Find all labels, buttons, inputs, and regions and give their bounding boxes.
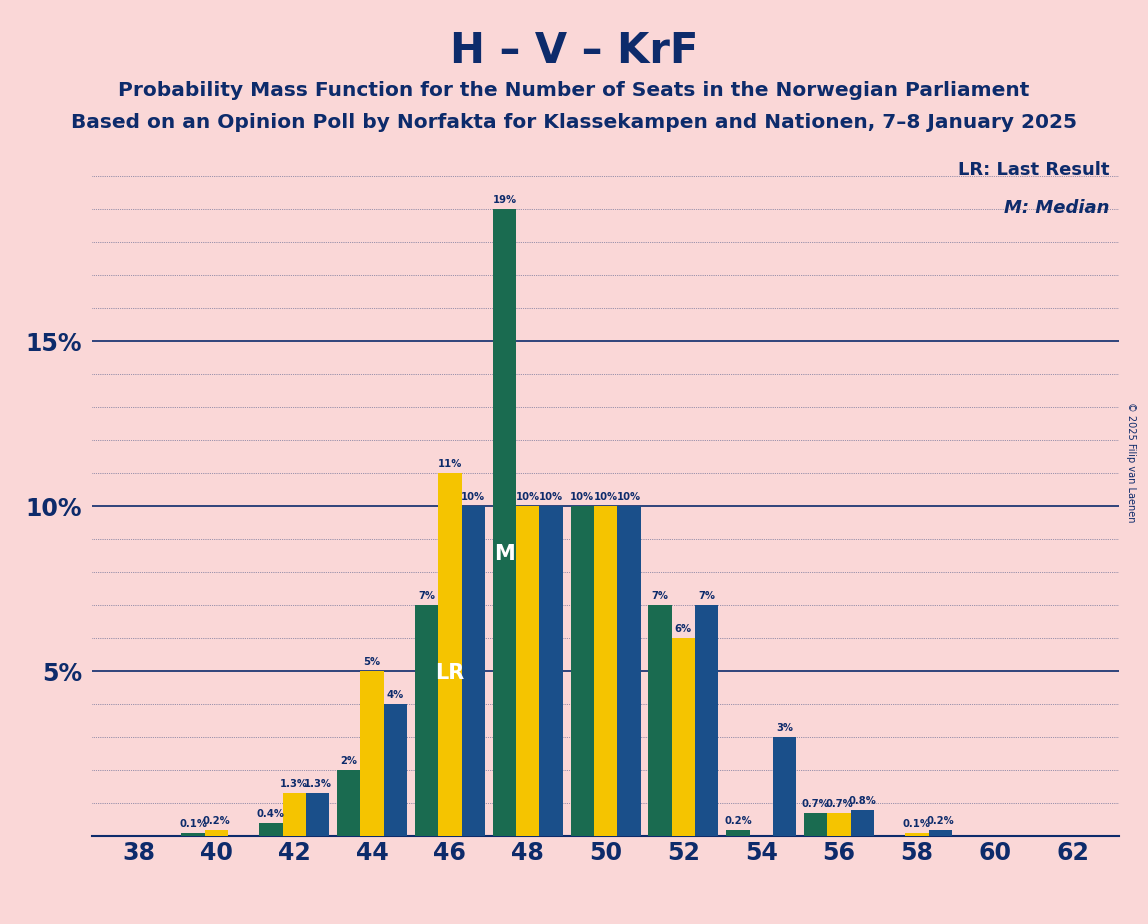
Bar: [804, 813, 828, 836]
Bar: [517, 506, 540, 836]
Text: 0.2%: 0.2%: [724, 816, 752, 826]
Bar: [439, 473, 461, 836]
Text: M: Median: M: Median: [1003, 199, 1109, 216]
Text: 2%: 2%: [340, 756, 357, 766]
Text: 7%: 7%: [418, 591, 435, 602]
Text: 7%: 7%: [698, 591, 715, 602]
Text: 0.2%: 0.2%: [926, 816, 954, 826]
Bar: [727, 830, 750, 836]
Text: 0.8%: 0.8%: [848, 796, 876, 806]
Text: Based on an Opinion Poll by Norfakta for Klassekampen and Nationen, 7–8 January : Based on an Opinion Poll by Norfakta for…: [71, 113, 1077, 132]
Text: 10%: 10%: [461, 492, 486, 503]
Text: 10%: 10%: [571, 492, 595, 503]
Bar: [383, 704, 408, 836]
Bar: [181, 833, 204, 836]
Text: LR: Last Result: LR: Last Result: [957, 161, 1109, 178]
Text: 0.7%: 0.7%: [801, 799, 830, 809]
Text: 10%: 10%: [540, 492, 564, 503]
Text: 6%: 6%: [675, 625, 692, 634]
Bar: [773, 737, 797, 836]
Bar: [338, 771, 360, 836]
Bar: [360, 671, 383, 836]
Bar: [571, 506, 594, 836]
Text: LR: LR: [435, 663, 465, 683]
Bar: [461, 506, 484, 836]
Bar: [929, 830, 952, 836]
Bar: [618, 506, 641, 836]
Bar: [695, 605, 719, 836]
Bar: [594, 506, 618, 836]
Text: 11%: 11%: [437, 459, 463, 469]
Bar: [906, 833, 929, 836]
Bar: [259, 823, 282, 836]
Text: 0.7%: 0.7%: [825, 799, 853, 809]
Bar: [305, 794, 329, 836]
Text: Probability Mass Function for the Number of Seats in the Norwegian Parliament: Probability Mass Function for the Number…: [118, 81, 1030, 101]
Text: 0.1%: 0.1%: [903, 819, 931, 829]
Bar: [851, 809, 874, 836]
Text: 7%: 7%: [652, 591, 668, 602]
Text: © 2025 Filip van Laenen: © 2025 Filip van Laenen: [1126, 402, 1135, 522]
Text: 3%: 3%: [776, 723, 793, 734]
Bar: [204, 830, 228, 836]
Text: M: M: [494, 544, 514, 564]
Bar: [828, 813, 851, 836]
Bar: [414, 605, 439, 836]
Text: H – V – KrF: H – V – KrF: [450, 30, 698, 71]
Bar: [649, 605, 672, 836]
Text: 10%: 10%: [594, 492, 618, 503]
Text: 1.3%: 1.3%: [303, 779, 332, 789]
Text: 1.3%: 1.3%: [280, 779, 308, 789]
Text: 5%: 5%: [364, 657, 381, 667]
Bar: [282, 794, 305, 836]
Text: 0.1%: 0.1%: [179, 819, 207, 829]
Text: 19%: 19%: [492, 195, 517, 205]
Text: 4%: 4%: [387, 690, 404, 700]
Bar: [540, 506, 563, 836]
Text: 0.2%: 0.2%: [202, 816, 231, 826]
Text: 10%: 10%: [515, 492, 540, 503]
Text: 0.4%: 0.4%: [257, 809, 285, 819]
Bar: [492, 209, 517, 836]
Text: 10%: 10%: [616, 492, 641, 503]
Bar: [672, 638, 695, 836]
